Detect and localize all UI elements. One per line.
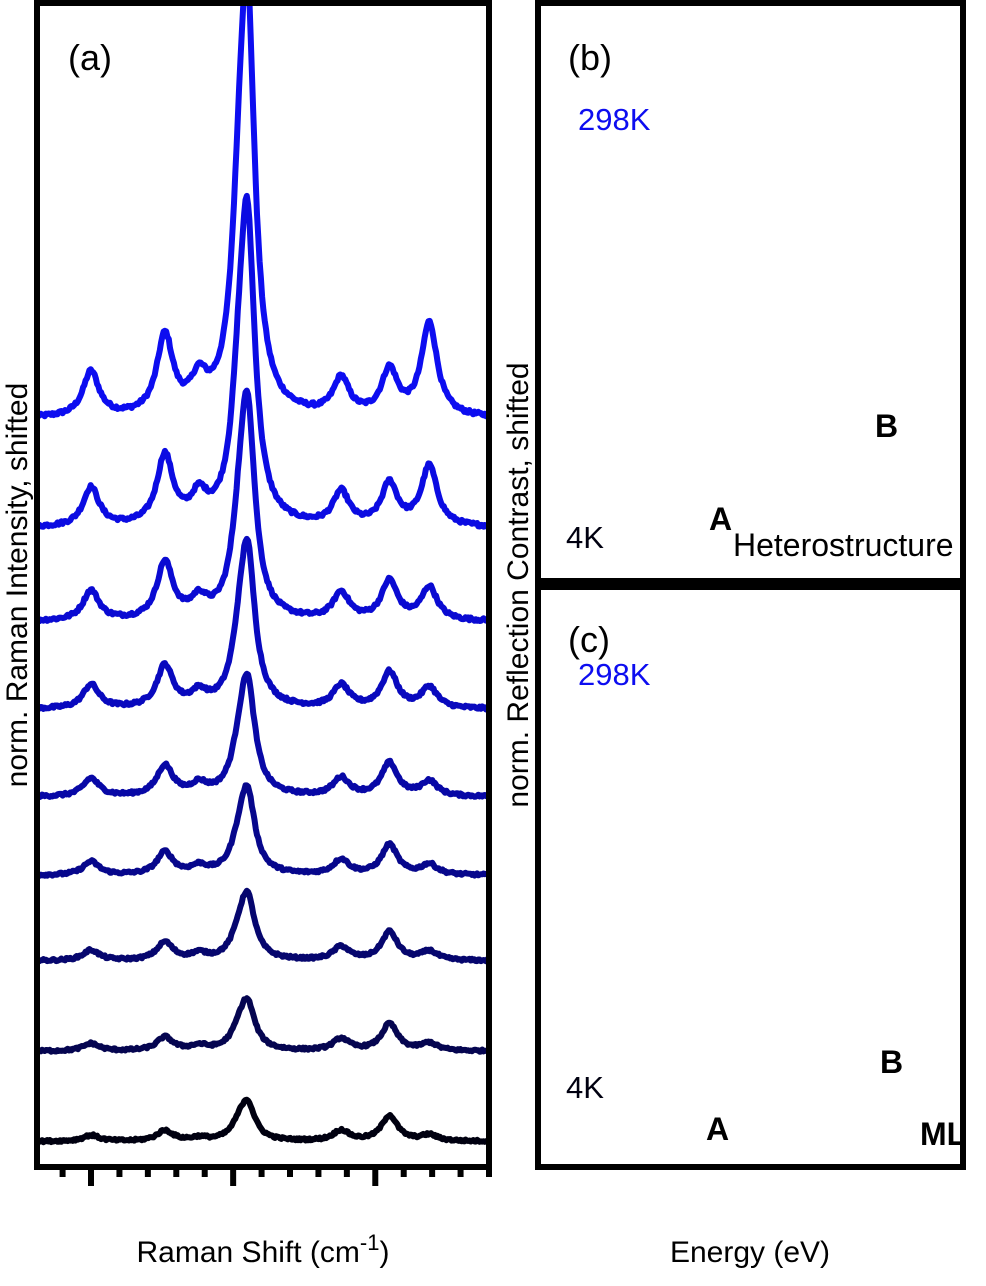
panel-b-label-4k: 4K [566, 520, 604, 555]
panel-a-ylabel: norm. Raman Intensity, shifted [1, 383, 34, 788]
panel-a-xlabel-tail: ) [379, 1236, 389, 1269]
panel-a-xlabel-main: Raman Shift (cm [137, 1236, 360, 1269]
panel-b-annot-b: B [875, 408, 898, 444]
svg-text:Raman Shift (cm-1): Raman Shift (cm-1) [137, 1230, 390, 1269]
panel-a-xlabel-sup: -1 [360, 1230, 380, 1255]
panel-c-id: (c) [568, 619, 610, 660]
panel-c-label-298k: 298K [578, 657, 651, 692]
panel-b-label-298k: 298K [578, 102, 651, 137]
panel-a-id: (a) [68, 37, 112, 78]
panel-bc-xlabel: Energy (eV) [670, 1236, 830, 1269]
panel-bc-ylabel: norm. Reflection Contrast, shifted [502, 362, 535, 807]
panel-a-curves [37, 3, 489, 1146]
panel-b-id: (b) [568, 37, 612, 78]
panel-b-frame [535, 0, 966, 584]
panel-b-annot-a: A [709, 501, 732, 537]
panel-c-annot-ml: ML [920, 1116, 966, 1152]
panel-a-xticks [59, 1164, 492, 1186]
panel-c-annot-b: B [880, 1044, 903, 1080]
panel-a: (a) norm. Raman Intensity, shifted Raman… [1, 0, 492, 1269]
panel-c-label-4k: 4K [566, 1070, 604, 1105]
panel-b: (b) 298K 4K A B Heterostructure [535, 0, 966, 584]
panel-c-frame [535, 584, 966, 1170]
panel-a-xlabel: Raman Shift (cm-1) [137, 1230, 390, 1269]
panel-c: (c) 298K 4K A B ML [535, 584, 966, 1170]
panel-c-annot-a: A [706, 1111, 729, 1147]
panel-b-sample-label: Heterostructure [733, 527, 954, 563]
